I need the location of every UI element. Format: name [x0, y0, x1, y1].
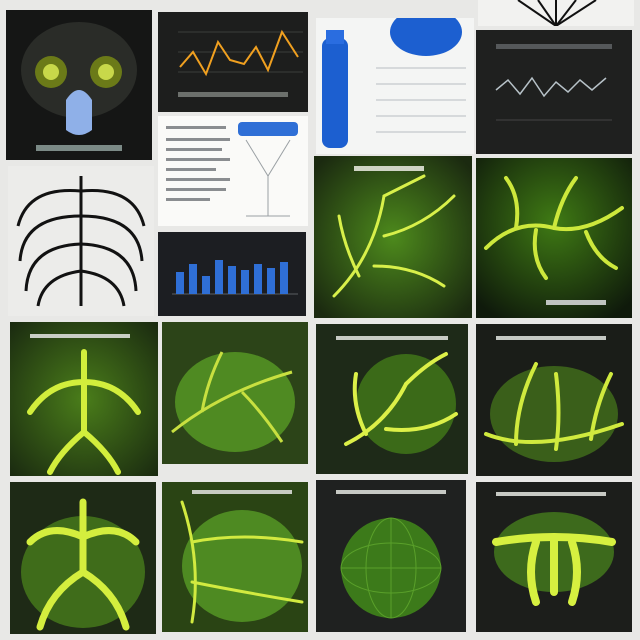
- bar-mark: [254, 264, 262, 294]
- blue-bottle-tile: [316, 18, 474, 154]
- document-tile: [158, 116, 308, 226]
- bar-mark: [228, 266, 236, 294]
- branch-network-tile: [476, 324, 632, 476]
- bar-mark: [202, 276, 210, 294]
- bronchi-tile: [10, 322, 158, 476]
- line-chart-tile: [158, 12, 308, 112]
- blue-bar-chart-tile: [158, 232, 306, 316]
- fern-tile: [478, 0, 634, 26]
- green-branches-tile: [476, 158, 632, 318]
- mesh-sphere-tile: [316, 480, 466, 632]
- tree-veins-tile: [316, 324, 468, 474]
- green-veins-tile: [314, 156, 472, 318]
- fan-branches-tile: [476, 482, 632, 632]
- lung-tile: [10, 482, 156, 634]
- bar-mark: [267, 268, 275, 294]
- bar-mark: [176, 272, 184, 294]
- dark-line-chart-tile: [476, 30, 632, 154]
- bar-mark: [280, 262, 288, 294]
- bar-mark: [241, 270, 249, 294]
- ribcage-tile: [8, 166, 154, 316]
- bar-mark: [215, 260, 223, 294]
- leaf-veins-tile: [162, 482, 308, 632]
- xray-skull-tile: [6, 10, 152, 160]
- leaf-tile: [162, 322, 308, 464]
- bar-mark: [189, 264, 197, 294]
